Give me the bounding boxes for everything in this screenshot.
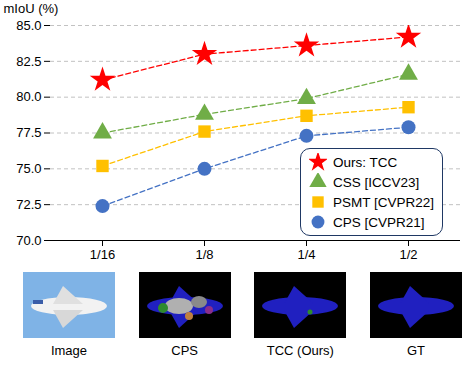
svg-text:1/4: 1/4 <box>297 247 315 262</box>
html-text:TCC (Ours): TCC (Ours) <box>266 343 334 358</box>
svg-text:1/8: 1/8 <box>195 247 213 262</box>
svg-text:77.5: 77.5 <box>16 125 41 140</box>
html-text:GT: GT <box>406 343 425 358</box>
svg-text:1/16: 1/16 <box>90 247 115 262</box>
html-text:CSS [ICCV23]: CSS [ICCV23] <box>333 174 420 190</box>
svg-text:mIoU (%): mIoU (%) <box>4 1 59 16</box>
svg-text:80.0: 80.0 <box>16 89 41 104</box>
svg-text:70.0: 70.0 <box>16 233 41 248</box>
html-text:CPS: CPS <box>171 343 198 358</box>
svg-text:72.5: 72.5 <box>16 197 41 212</box>
svg-text:85.0: 85.0 <box>16 18 41 33</box>
svg-text:1/2: 1/2 <box>399 247 417 262</box>
html-text:Image: Image <box>50 343 88 358</box>
svg-text:75.0: 75.0 <box>16 161 41 176</box>
html-text:Ours: TCC: Ours: TCC <box>333 154 398 170</box>
svg-text:82.5: 82.5 <box>16 53 41 68</box>
html-text:CPS [CVPR21]: CPS [CVPR21] <box>333 214 425 230</box>
html-text:PSMT [CVPR22]: PSMT [CVPR22] <box>333 194 434 210</box>
